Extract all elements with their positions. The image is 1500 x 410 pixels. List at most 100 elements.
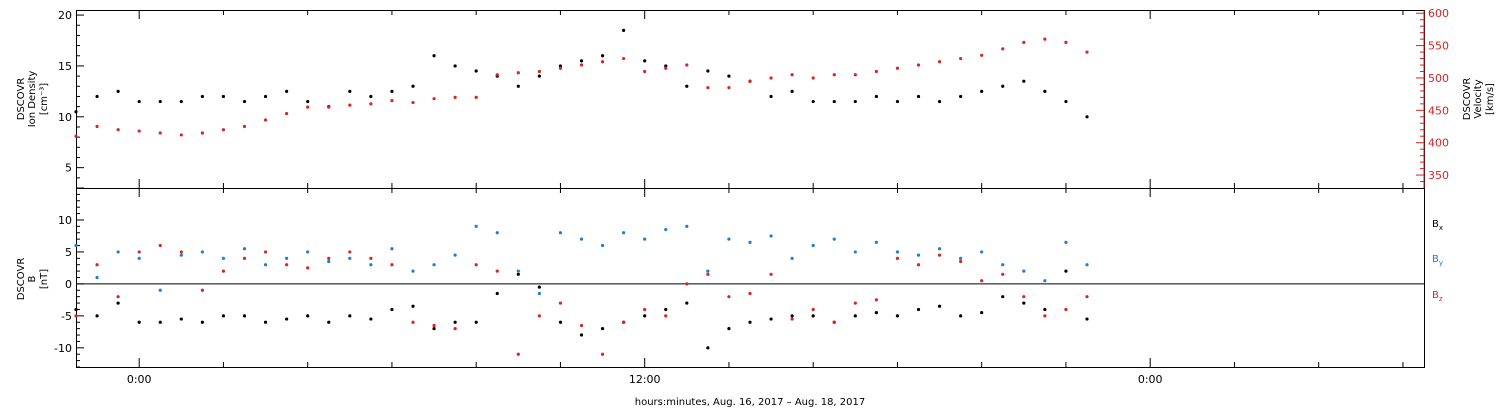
top-density-point <box>769 94 773 99</box>
top-density-point <box>116 89 120 93</box>
bottom-bx-point <box>516 272 520 276</box>
bottom-bx-point <box>411 304 415 308</box>
bottom-bx-point <box>853 314 857 318</box>
top-velocity-point <box>980 53 984 57</box>
bottom-by-point <box>937 247 942 251</box>
bottom-by-point <box>263 263 268 267</box>
bottom-by-point <box>811 243 815 248</box>
top-density-point <box>1022 79 1026 83</box>
bottom-left-ylabel-line2: B <box>27 275 38 282</box>
top-density-point <box>74 110 78 114</box>
top-left-ylabel: DSCOVR Ion Density [cm⁻³] <box>16 71 50 128</box>
bottom-left-ylabel: DSCOVR B [nT] <box>16 258 50 301</box>
top-density-point <box>706 69 710 73</box>
bottom-bx-point <box>790 314 794 318</box>
top-density-point <box>200 94 204 99</box>
top-velocity-point <box>74 134 78 138</box>
bottom-left-ylabel-line1: DSCOVR <box>16 258 27 301</box>
bottom-by-point <box>495 231 499 235</box>
bottom-by-point <box>1085 263 1089 267</box>
top-density-point <box>832 99 836 104</box>
bottom-bx-point <box>495 291 499 296</box>
bottom-bz-point <box>579 323 584 328</box>
bottom-bz-point <box>242 256 247 260</box>
bottom-bz-point <box>664 314 668 318</box>
bottom-panel-frame <box>76 188 1425 368</box>
bottom-bz-point <box>432 323 436 328</box>
bottom-by-point <box>579 237 584 241</box>
bottom-bz-point <box>263 250 268 254</box>
bottom-left-tick-label: -10 <box>54 342 72 355</box>
top-left-ylabel-line3: [cm⁻³] <box>39 83 50 115</box>
bottom-by-point <box>411 269 415 273</box>
bottom-by-point <box>474 224 478 228</box>
bottom-bz-point <box>1085 295 1089 299</box>
top-density-point <box>221 94 226 99</box>
legend-by: By <box>1432 254 1443 267</box>
top-velocity-point <box>895 66 900 70</box>
bottom-by-point <box>790 256 794 260</box>
bottom-bz-point <box>727 295 731 299</box>
top-velocity-point <box>516 71 520 75</box>
bottom-bz-point <box>643 307 647 312</box>
top-density-point <box>95 94 99 99</box>
bottom-bx-point <box>158 320 162 324</box>
top-velocity-point <box>622 56 626 61</box>
bottom-by-point <box>453 253 457 257</box>
bottom-bx-point <box>1001 295 1005 299</box>
bottom-left-ylabel-line3: [nT] <box>39 269 50 289</box>
bottom-bz-point <box>980 279 984 283</box>
top-left-axis: 5 10 15 20 <box>58 9 84 189</box>
bottom-bx-point <box>959 314 963 318</box>
bottom-bx-point <box>706 346 710 350</box>
top-velocity-point <box>369 102 373 106</box>
bottom-bx-point <box>116 301 120 305</box>
top-velocity-point <box>959 56 963 61</box>
bottom-bz-point <box>116 295 120 299</box>
bottom-bx-point <box>895 314 900 318</box>
bottom-by-point <box>727 237 731 241</box>
bottom-by-point <box>916 253 921 257</box>
bottom-bz-point <box>895 256 900 260</box>
top-density-point <box>348 89 352 93</box>
bottom-by-point <box>537 291 541 296</box>
bottom-bz-point <box>200 288 204 292</box>
top-density-point <box>263 94 268 99</box>
top-velocity-point <box>579 63 584 67</box>
bottom-legend: Bx By Bz <box>1432 219 1443 303</box>
legend-bx-sub: x <box>1439 224 1443 232</box>
top-density-point <box>895 99 900 104</box>
bottom-bz-point <box>74 314 78 318</box>
bottom-bz-point <box>959 259 963 264</box>
top-density-point <box>390 89 394 93</box>
bottom-bx-point <box>811 314 815 318</box>
bottom-by-point <box>874 240 878 244</box>
top-velocity-point <box>685 63 689 67</box>
bottom-bz-point <box>685 282 689 286</box>
top-density-point <box>453 64 457 68</box>
top-velocity-point <box>874 69 878 74</box>
bottom-by-point <box>1001 263 1005 267</box>
bottom-by-point <box>116 250 120 254</box>
bottom-by-point <box>600 243 605 248</box>
top-density-point <box>158 99 162 104</box>
top-right-tick-label: 400 <box>1428 137 1449 150</box>
bottom-bx-point <box>453 320 457 324</box>
bottom-bx-point <box>221 314 226 318</box>
bottom-bx-point <box>432 327 436 331</box>
bottom-bx-point <box>748 320 752 324</box>
bottom-bz-point <box>790 317 794 321</box>
top-right-ylabel: DSCOVR Velocity [km/s] <box>1462 78 1496 121</box>
top-density-point <box>516 84 520 88</box>
top-velocity-point <box>937 60 942 64</box>
top-density-point <box>285 89 289 93</box>
bottom-by-point <box>390 247 394 251</box>
top-velocity-point <box>643 69 647 74</box>
bottom-bx-point <box>348 314 352 318</box>
bottom-bz-point <box>285 263 289 267</box>
bottom-bx-point <box>137 320 141 324</box>
bottom-bx-point <box>1064 269 1068 273</box>
top-velocity-point <box>263 118 268 122</box>
bottom-bz-point <box>137 250 141 254</box>
